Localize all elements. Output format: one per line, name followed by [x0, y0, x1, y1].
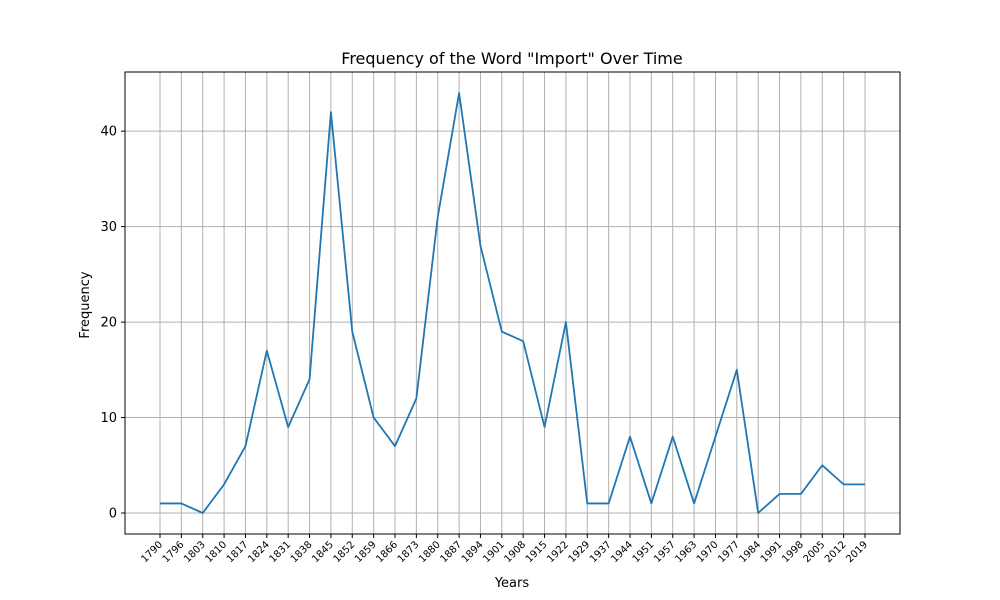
x-tick-label: 1908: [503, 539, 529, 565]
x-tick-label: 1894: [460, 539, 486, 565]
y-tick-label: 20: [100, 316, 117, 331]
x-tick-label: 2005: [802, 539, 828, 565]
chart-title: Frequency of the Word "Import" Over Time: [341, 49, 682, 68]
x-tick-label: 1796: [161, 539, 187, 565]
x-tick-label: 1970: [695, 539, 721, 565]
y-tick-label: 10: [100, 411, 117, 426]
x-tick-label: 1998: [780, 539, 806, 565]
x-tick-label: 1790: [139, 539, 165, 565]
y-tick-label: 0: [109, 507, 117, 522]
x-tick-label: 1944: [609, 539, 635, 565]
x-tick-label: 1915: [524, 539, 550, 565]
x-tick-label: 1984: [738, 539, 764, 565]
x-axis-label: Years: [494, 576, 530, 591]
x-tick-label: 1810: [203, 539, 229, 565]
x-tick-label: 2019: [844, 539, 870, 565]
x-tick-label: 2012: [823, 539, 849, 565]
x-tick-label: 1887: [438, 539, 464, 565]
x-tick-label: 1901: [481, 539, 507, 565]
x-tick-label: 1803: [182, 539, 208, 565]
series-layer: [160, 92, 865, 514]
series-line-0: [160, 92, 865, 514]
grid-lines: [125, 72, 900, 534]
x-tick-label: 1951: [631, 539, 657, 565]
plot-frame: [124, 71, 901, 535]
x-tick-label: 1957: [652, 539, 678, 565]
x-tick-label: 1838: [289, 539, 315, 565]
x-tick-label: 1929: [567, 539, 593, 565]
x-tick-label: 1873: [396, 539, 422, 565]
x-tick-label: 1866: [374, 539, 400, 565]
y-tick-label: 40: [100, 125, 117, 140]
x-tick-label: 1824: [246, 539, 272, 565]
x-tick-label: 1817: [225, 539, 251, 565]
x-tick-label: 1831: [268, 539, 294, 565]
x-tick-label: 1859: [353, 539, 379, 565]
x-tick-label: 1852: [332, 539, 358, 565]
y-tick-label: 30: [100, 220, 117, 235]
x-tick-label: 1991: [759, 539, 785, 565]
x-tick-label: 1922: [545, 539, 571, 565]
x-tick-label: 1880: [417, 539, 443, 565]
x-tick-label: 1963: [673, 539, 699, 565]
y-axis-label: Frequency: [78, 271, 93, 338]
x-tick-label: 1937: [588, 539, 614, 565]
x-tick-label: 1845: [310, 539, 336, 565]
axis-ticks: 1790179618031810181718241831183818451852…: [100, 125, 870, 565]
x-tick-label: 1977: [716, 539, 742, 565]
